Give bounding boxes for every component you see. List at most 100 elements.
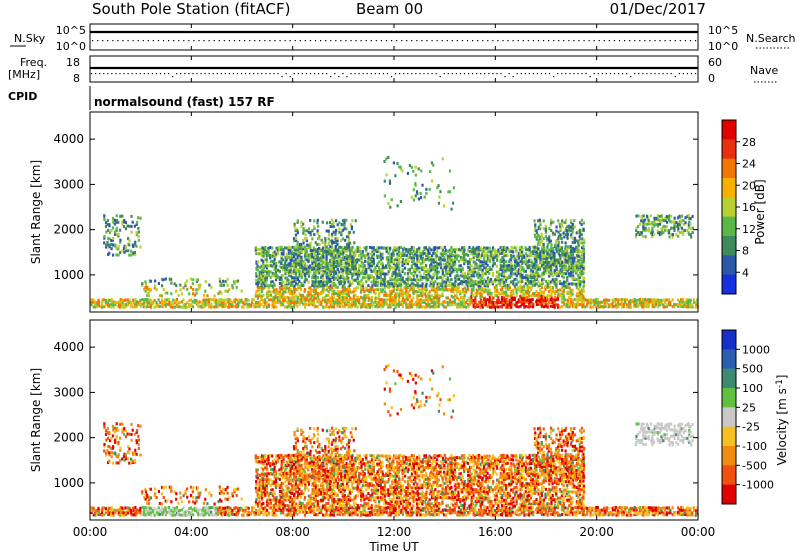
power-cell	[389, 256, 392, 260]
power-cell	[204, 289, 207, 293]
power-cell	[149, 279, 152, 283]
power-cell	[146, 305, 149, 309]
power-cell	[523, 293, 526, 297]
power-cell	[539, 292, 542, 296]
power-cell	[269, 280, 273, 284]
power-cell	[285, 258, 288, 262]
power-cell	[319, 290, 323, 294]
power-cell	[428, 256, 432, 260]
power-cell	[599, 300, 602, 304]
power-cell	[104, 299, 107, 303]
power-cell	[334, 292, 337, 296]
power-cell	[287, 282, 291, 286]
power-cell	[119, 305, 122, 309]
power-cell	[148, 287, 151, 291]
power-cell	[358, 254, 361, 258]
power-cell	[578, 271, 582, 275]
power-cell	[459, 268, 462, 272]
power-cell	[648, 229, 651, 233]
power-cell	[398, 254, 401, 258]
power-cell	[307, 280, 310, 284]
power-cell	[695, 301, 698, 305]
power-cell	[298, 269, 301, 273]
power-cell	[556, 288, 560, 292]
power-cell	[147, 301, 151, 305]
power-cell	[331, 252, 334, 256]
power-cell	[92, 298, 95, 302]
power-cell	[347, 292, 350, 296]
power-cell	[334, 261, 338, 265]
power-cell	[395, 266, 399, 270]
power-cell	[280, 248, 283, 252]
nave-tick-bottom: 0	[708, 72, 715, 85]
power-cell	[536, 272, 540, 276]
power-cell	[97, 298, 100, 302]
power-cell	[540, 298, 544, 302]
power-cell	[580, 223, 583, 227]
power-cell	[467, 304, 470, 308]
power-cell	[410, 300, 414, 304]
power-cell	[505, 292, 508, 296]
power-cell	[481, 263, 484, 267]
power-cell	[463, 286, 466, 290]
power-cell	[327, 285, 330, 289]
power-cell	[668, 214, 671, 218]
nave-point	[386, 73, 389, 75]
power-cell	[336, 263, 340, 267]
power-cell	[331, 302, 334, 306]
power-cell	[513, 256, 516, 260]
power-cell	[242, 305, 245, 309]
power-cell	[380, 278, 383, 282]
nave-point	[131, 73, 133, 75]
power-cell	[258, 294, 261, 298]
power-cell	[359, 286, 363, 290]
power-cell	[330, 234, 333, 238]
power-cell	[167, 298, 171, 302]
power-cell	[354, 300, 357, 304]
power-cell	[537, 274, 540, 278]
power-cell	[629, 300, 632, 304]
power-cell	[347, 276, 350, 280]
power-cell	[338, 245, 341, 249]
power-cell	[340, 302, 343, 306]
power-cell	[457, 282, 460, 286]
power-cell	[522, 286, 526, 290]
power-cell	[345, 218, 348, 222]
power-cell	[577, 276, 580, 280]
power-cell	[298, 245, 301, 249]
power-cell	[416, 302, 419, 306]
power-cell	[421, 260, 424, 264]
nave-point	[500, 73, 502, 75]
power-cell	[114, 232, 117, 236]
power-cell	[316, 282, 319, 286]
power-cell	[567, 282, 571, 286]
power-cell	[424, 263, 428, 267]
power-cell	[555, 298, 558, 302]
power-cell	[472, 256, 475, 260]
power-cell	[578, 265, 581, 269]
nsearch-point	[299, 40, 301, 42]
power-cell	[278, 286, 282, 290]
power-cell	[392, 253, 395, 257]
nsearch-point	[274, 40, 276, 42]
power-cell	[479, 302, 482, 306]
power-cell	[553, 282, 556, 286]
power-cell	[289, 268, 292, 272]
nave-point	[536, 73, 539, 75]
power-cell	[456, 288, 459, 292]
power-cell	[124, 227, 128, 231]
power-cell	[463, 305, 466, 309]
power-cell	[500, 291, 504, 295]
power-cell	[426, 256, 429, 260]
power-cell	[482, 303, 486, 307]
power-cell	[192, 278, 195, 282]
power-cell	[329, 305, 332, 309]
power-cell	[415, 268, 419, 272]
power-cell	[448, 268, 451, 272]
power-cell	[462, 250, 466, 254]
power-cell	[178, 305, 181, 309]
power-cell	[293, 276, 296, 280]
nave-point	[119, 73, 121, 75]
power-cell	[371, 256, 374, 260]
power-cell	[307, 301, 311, 305]
